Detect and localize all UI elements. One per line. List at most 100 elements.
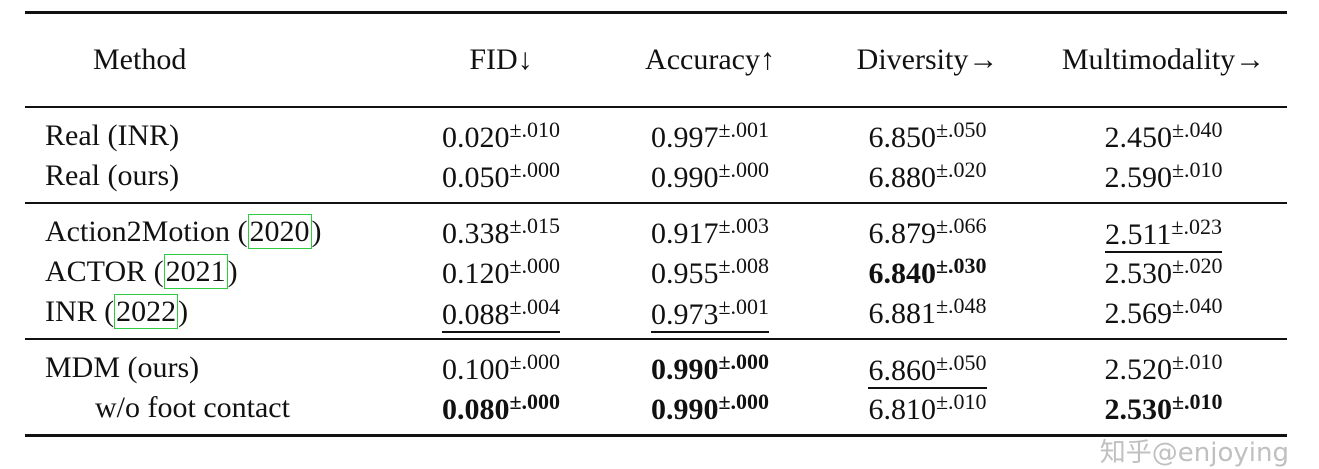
method-name: Action2Motion ( (45, 215, 248, 248)
value-cell: 6.879±.066 (815, 213, 1040, 251)
metric-value: 0.955±.008 (651, 253, 769, 291)
method-cell: Real (INR) (25, 119, 397, 153)
std: ±.050 (935, 117, 987, 142)
std: ±.000 (718, 389, 770, 414)
header-method: Method (93, 43, 187, 76)
value-cell: 0.338±.015 (397, 213, 605, 251)
metric-value: 0.917±.003 (651, 213, 769, 251)
value-cell: 0.917±.003 (605, 213, 815, 251)
mean: 0.080 (441, 393, 510, 426)
metric-value: 0.973±.001 (650, 291, 770, 333)
row-group: MDM (ours) 0.100±.000 0.990±.000 6.860±.050… (25, 340, 1287, 434)
value-cell: 6.880±.020 (815, 157, 1040, 195)
metric-value: 6.850±.050 (868, 117, 986, 155)
header-accuracy: Accuracy↑ (645, 43, 775, 76)
citation-link[interactable]: 2021 (163, 254, 228, 289)
citation-link[interactable]: 2020 (247, 214, 312, 249)
mean: 6.840 (868, 257, 936, 290)
value-cell: 2.511±.023 (1040, 211, 1287, 253)
std: ±.000 (718, 157, 770, 182)
mean: 2.530 (1104, 257, 1172, 290)
method-cell: INR (2022) (25, 294, 397, 329)
std: ±.001 (718, 117, 770, 142)
std: ±.010 (509, 117, 561, 142)
metric-value: 2.520±.010 (1104, 349, 1222, 387)
header-diversity: Diversity→ (856, 43, 999, 76)
metric-value: 2.569±.040 (1104, 293, 1222, 331)
std: ±.010 (1171, 389, 1223, 414)
row-group: Real (INR) 0.020±.010 0.997±.001 6.850±.050… (25, 108, 1287, 202)
std: ±.004 (509, 294, 561, 319)
mean: 0.997 (650, 121, 719, 154)
value-cell: 6.881±.048 (815, 293, 1040, 331)
value-cell: 0.990±.000 (605, 389, 815, 427)
std: ±.040 (1171, 293, 1223, 318)
metric-value: 2.530±.010 (1104, 389, 1222, 427)
value-cell: 6.850±.050 (815, 117, 1040, 155)
value-cell: 2.520±.010 (1040, 349, 1287, 387)
metric-value: 6.810±.010 (868, 389, 986, 427)
method-name-end: ) (178, 295, 189, 328)
table-row: w/o foot contact 0.080±.000 0.990±.000 6.81… (25, 388, 1287, 428)
std: ±.000 (509, 157, 561, 182)
mean: 6.881 (868, 297, 936, 330)
std: ±.000 (509, 349, 561, 374)
mean: 0.990 (650, 161, 719, 194)
value-cell: 0.120±.000 (397, 253, 605, 291)
value-cell: 2.530±.010 (1040, 389, 1287, 427)
method-cell: MDM (ours) (25, 351, 397, 385)
row-group: Action2Motion (2020) 0.338±.015 0.917±.003… (25, 204, 1287, 338)
std: ±.010 (1171, 157, 1223, 182)
table-row: ACTOR (2021) 0.120±.000 0.955±.008 6.840±.0… (25, 252, 1287, 292)
metric-value: 0.997±.001 (651, 117, 769, 155)
bottom-rule (25, 434, 1287, 437)
std: ±.015 (509, 213, 561, 238)
mean: 2.511 (1105, 218, 1172, 251)
mean: 2.520 (1104, 353, 1172, 386)
std: ±.008 (718, 253, 770, 278)
value-cell: 0.080±.000 (397, 389, 605, 427)
value-cell: 2.450±.040 (1040, 117, 1287, 155)
value-cell: 6.840±.030 (815, 253, 1040, 291)
std: ±.010 (1171, 349, 1223, 374)
metric-value: 0.338±.015 (442, 213, 560, 251)
table-row: Action2Motion (2020) 0.338±.015 0.917±.003… (25, 211, 1287, 253)
metric-value: 2.530±.020 (1104, 253, 1222, 291)
method-name-end: ) (227, 255, 238, 288)
std: ±.000 (509, 253, 561, 278)
section-rule (25, 202, 1287, 204)
header-multimodality: Multimodality→ (1061, 43, 1266, 76)
metric-value: 6.881±.048 (868, 293, 986, 331)
mean: 0.990 (650, 393, 719, 426)
std: ±.001 (718, 294, 770, 319)
table-row: Real (ours) 0.050±.000 0.990±.000 6.880±.02… (25, 156, 1287, 196)
metric-value: 0.990±.000 (651, 157, 769, 195)
citation-link[interactable]: 2022 (114, 294, 179, 329)
value-cell: 0.100±.000 (397, 349, 605, 387)
section-rule (25, 106, 1287, 108)
method-cell: Action2Motion (2020) (25, 214, 397, 249)
std: ±.023 (1171, 214, 1222, 239)
value-cell: 0.020±.010 (397, 117, 605, 155)
header-fid: FID↓ (469, 43, 533, 76)
method-cell: ACTOR (2021) (25, 254, 397, 289)
std: ±.030 (935, 253, 987, 278)
metric-value: 0.990±.000 (651, 389, 769, 427)
mean: 6.850 (868, 121, 936, 154)
value-cell: 2.590±.010 (1040, 157, 1287, 195)
std: ±.000 (509, 389, 561, 414)
mean: 0.120 (441, 257, 510, 290)
mean: 0.020 (441, 121, 510, 154)
method-name: INR ( (45, 295, 115, 328)
metric-value: 6.880±.020 (868, 157, 986, 195)
table-row: INR (2022) 0.088±.004 0.973±.001 6.881±.048… (25, 291, 1287, 333)
metric-value: 2.511±.023 (1105, 211, 1222, 253)
value-cell: 0.990±.000 (605, 349, 815, 387)
value-cell: 0.973±.001 (605, 291, 815, 333)
value-cell: 6.860±.050 (815, 347, 1040, 389)
table-row: Real (INR) 0.020±.010 0.997±.001 6.850±.050… (25, 116, 1287, 156)
mean: 2.590 (1104, 161, 1172, 194)
std: ±.003 (718, 213, 770, 238)
method-name: Real (ours) (45, 159, 180, 192)
method-name: MDM (ours) (45, 351, 200, 384)
